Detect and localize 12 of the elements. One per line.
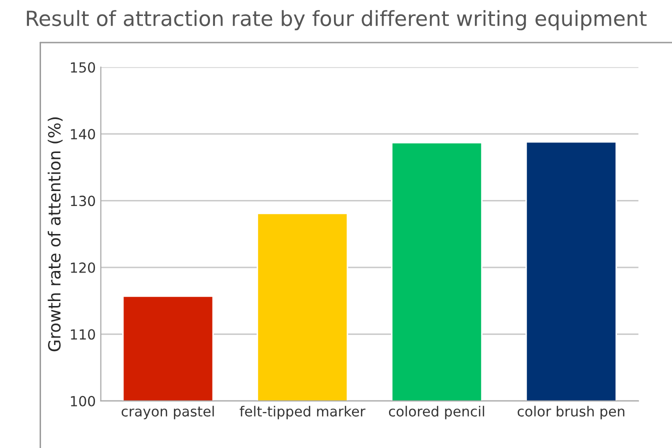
y-tick-label: 140 (70, 128, 96, 140)
y-tick-label: 110 (70, 329, 96, 340)
x-tick-label: crayon pastel (122, 406, 214, 420)
y-tick-label: 120 (70, 262, 96, 273)
y-tick-label: 130 (70, 196, 96, 206)
y-tick-label: 150 (70, 62, 96, 73)
chart-title: Result of attraction rate by four different writing equipment (26, 10, 647, 30)
x-tick-label: felt-tipped marker (240, 406, 366, 420)
x-tick-label: color brush pen (518, 406, 624, 420)
y-tick-label: 100 (70, 396, 96, 406)
x-tick-label: colored pencil (388, 406, 484, 420)
y-axis-title: Growth rate of attention (%) (48, 117, 63, 352)
